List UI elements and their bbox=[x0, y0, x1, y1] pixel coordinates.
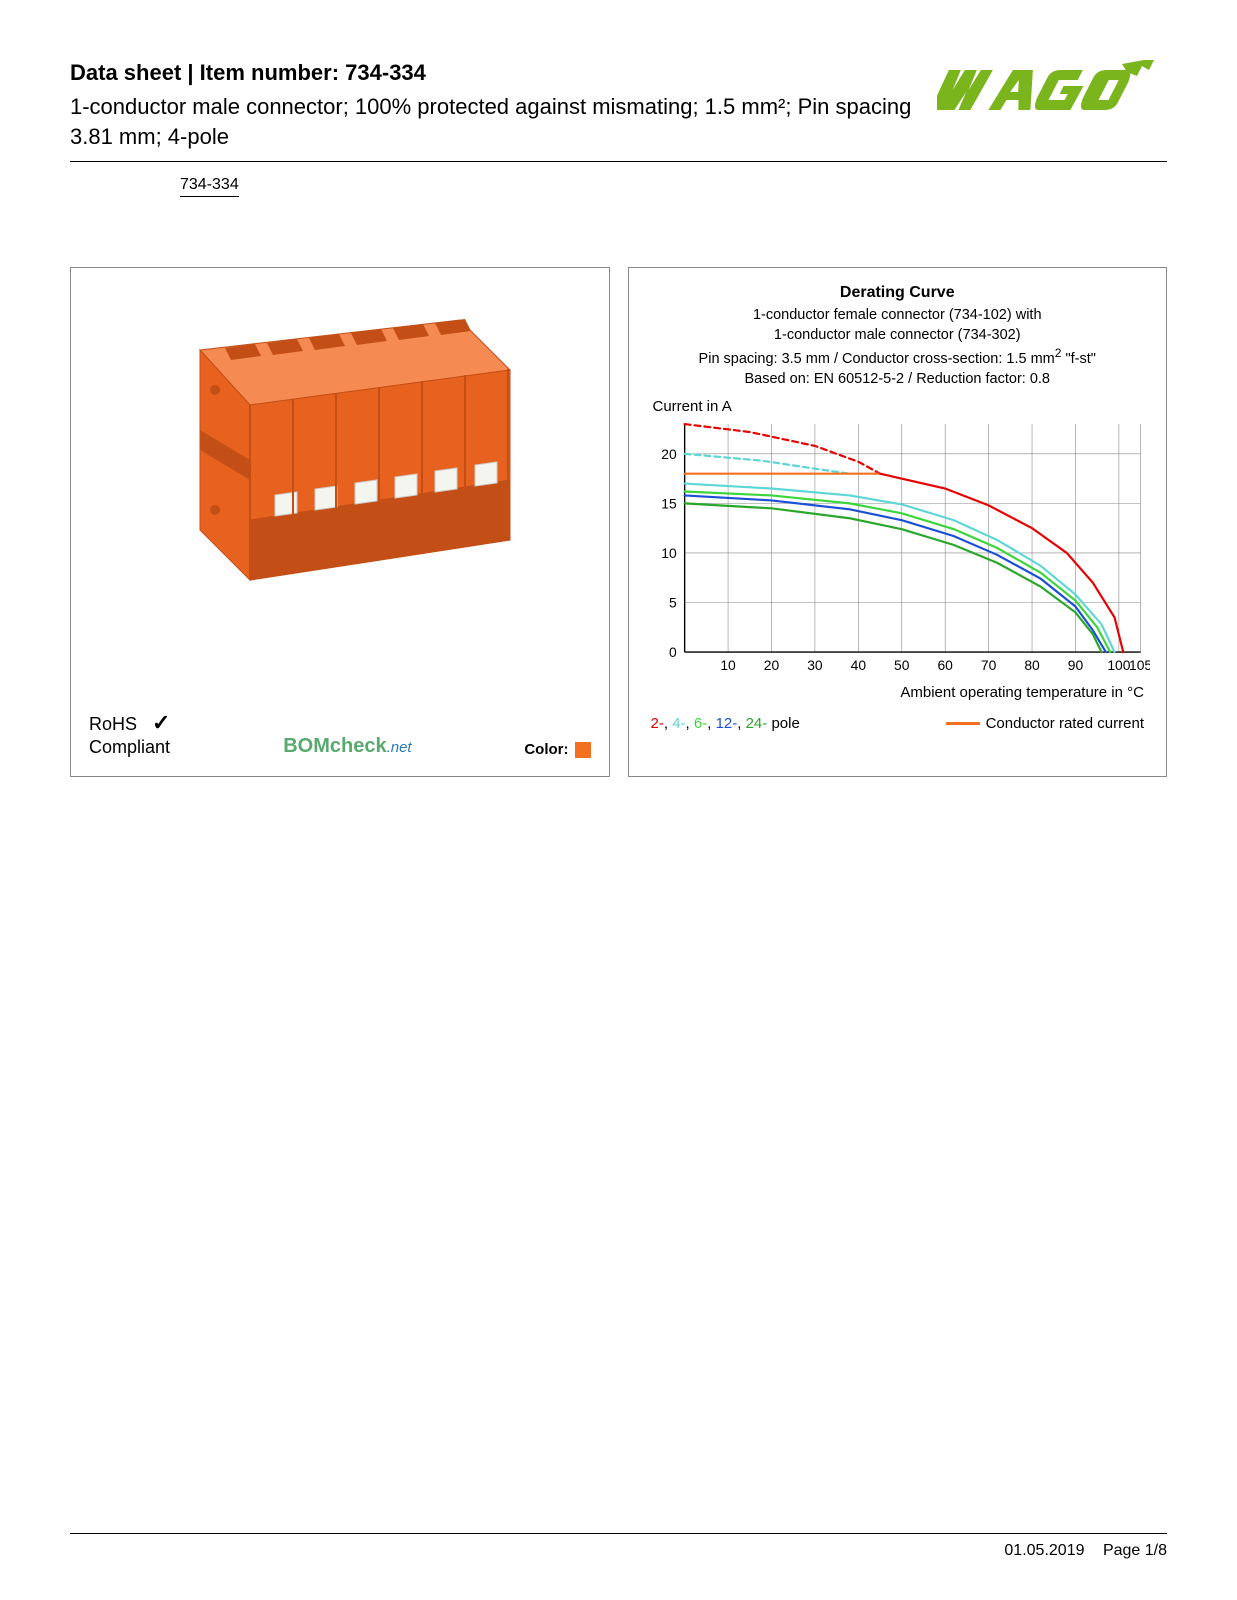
svg-text:70: 70 bbox=[980, 657, 996, 673]
chart-line3a: Pin spacing: 3.5 mm / Conductor cross-se… bbox=[699, 351, 1055, 367]
svg-text:30: 30 bbox=[807, 657, 823, 673]
svg-text:50: 50 bbox=[894, 657, 910, 673]
svg-text:100: 100 bbox=[1107, 657, 1130, 673]
bomcheck-badge: BOMcheck.net bbox=[283, 735, 411, 758]
footer-page: Page 1/8 bbox=[1103, 1542, 1167, 1559]
item-link[interactable]: 734-334 bbox=[180, 176, 239, 197]
chart-line3b: "f-st" bbox=[1061, 351, 1095, 367]
svg-text:10: 10 bbox=[720, 657, 736, 673]
legend-pole-suffix: pole bbox=[767, 715, 800, 732]
chart-title: Derating Curve bbox=[645, 282, 1151, 304]
pole-legend: 2-, 4-, 6-, 12-, 24- pole bbox=[651, 715, 800, 732]
color-indicator: Color: bbox=[524, 741, 590, 758]
rohs-compliant: Compliant bbox=[89, 737, 170, 757]
derating-chart: 10 20 30 40 50 60 70 80 90 100105 0 5 10 15 20 bbox=[645, 417, 1151, 677]
svg-text:40: 40 bbox=[850, 657, 866, 673]
y-axis-label: Current in A bbox=[653, 398, 1151, 415]
legend-pole-12: 12- bbox=[716, 715, 738, 732]
footer-date: 01.05.2019 bbox=[1004, 1542, 1084, 1559]
legend-pole-2: 2- bbox=[651, 715, 664, 732]
chart-line1: 1-conductor female connector (734-102) w… bbox=[645, 305, 1151, 325]
svg-text:80: 80 bbox=[1024, 657, 1040, 673]
badges-row: RoHS ✓ Compliant BOMcheck.net Color: bbox=[89, 710, 591, 758]
bom-text: BOM bbox=[283, 735, 330, 757]
chart-legend: 2-, 4-, 6-, 12-, 24- pole Conductor rate… bbox=[645, 715, 1151, 732]
svg-text:105: 105 bbox=[1129, 657, 1150, 673]
color-label: Color: bbox=[524, 741, 568, 758]
conductor-legend-text: Conductor rated current bbox=[986, 715, 1144, 732]
title-line: Data sheet | Item number: 734-334 bbox=[70, 60, 917, 86]
title-sep: | bbox=[181, 60, 199, 85]
footer: 01.05.2019 Page 1/8 bbox=[70, 1533, 1167, 1560]
subtitle: 1-conductor male connector; 100% protect… bbox=[70, 92, 917, 151]
legend-pole-6: 6- bbox=[694, 715, 707, 732]
title-item-label: Item number: bbox=[200, 60, 339, 85]
svg-text:0: 0 bbox=[668, 644, 676, 660]
chart-line4: Based on: EN 60512-5-2 / Reduction facto… bbox=[645, 369, 1151, 389]
conductor-line-icon bbox=[946, 722, 980, 725]
svg-text:90: 90 bbox=[1067, 657, 1083, 673]
legend-pole-24: 24- bbox=[746, 715, 768, 732]
chart-panel: Derating Curve 1-conductor female connec… bbox=[628, 267, 1168, 777]
header: Data sheet | Item number: 734-334 1-cond… bbox=[70, 60, 1167, 162]
rohs-label: RoHS bbox=[89, 714, 137, 734]
wago-logo bbox=[937, 60, 1167, 120]
check-icon: ✓ bbox=[152, 710, 170, 735]
svg-text:20: 20 bbox=[763, 657, 779, 673]
svg-text:20: 20 bbox=[661, 446, 677, 462]
title-prefix: Data sheet bbox=[70, 60, 181, 85]
rohs-badge: RoHS ✓ Compliant bbox=[89, 710, 170, 758]
chart-titles: Derating Curve 1-conductor female connec… bbox=[645, 282, 1151, 389]
product-panel: RoHS ✓ Compliant BOMcheck.net Color: bbox=[70, 267, 610, 777]
svg-text:15: 15 bbox=[661, 495, 677, 511]
svg-text:60: 60 bbox=[937, 657, 953, 673]
item-number: 734-334 bbox=[345, 60, 426, 85]
product-image bbox=[83, 280, 597, 640]
legend-pole-4: 4- bbox=[672, 715, 685, 732]
chart-line3: Pin spacing: 3.5 mm / Conductor cross-se… bbox=[645, 345, 1151, 369]
color-swatch bbox=[575, 742, 591, 758]
conductor-legend: Conductor rated current bbox=[946, 715, 1144, 732]
x-axis-label: Ambient operating temperature in °C bbox=[645, 684, 1145, 701]
panels-row: RoHS ✓ Compliant BOMcheck.net Color: Der… bbox=[70, 267, 1167, 777]
svg-text:10: 10 bbox=[661, 545, 677, 561]
chart-line2: 1-conductor male connector (734-302) bbox=[645, 325, 1151, 345]
svg-text:5: 5 bbox=[668, 594, 676, 610]
net-text: .net bbox=[387, 739, 412, 756]
check-text: check bbox=[330, 735, 387, 757]
header-text: Data sheet | Item number: 734-334 1-cond… bbox=[70, 60, 937, 151]
